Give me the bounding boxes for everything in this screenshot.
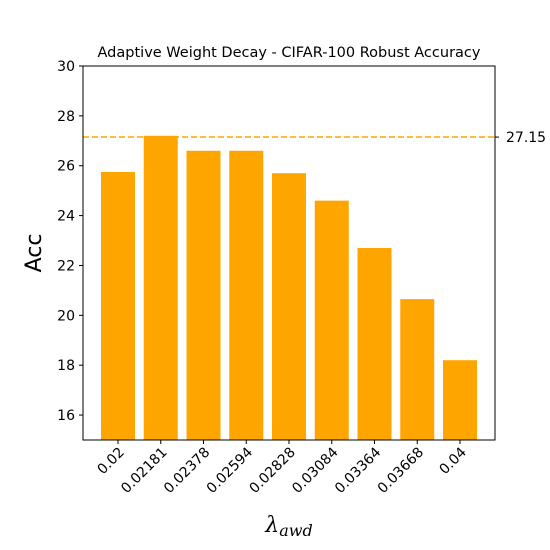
x-axis-label-subscript: awd	[279, 521, 312, 540]
bar-0.02828	[272, 173, 306, 440]
y-axis-label: Acc	[22, 234, 47, 273]
y-tick-label: 30	[57, 59, 75, 75]
y-tick-label: 24	[57, 209, 75, 225]
reference-line-layer: 27.15	[83, 130, 546, 146]
y-tick-label: 20	[57, 308, 75, 324]
bar-0.03364	[357, 248, 392, 440]
y-tick-label: 16	[57, 408, 75, 424]
y-tick-label: 28	[57, 109, 75, 125]
bar-0.03084	[314, 200, 349, 440]
y-ticks-layer: 16 18 20 22 24 26 28 30	[57, 59, 83, 424]
bar-0.02378	[186, 150, 221, 440]
y-tick-label: 18	[57, 358, 75, 374]
reference-line-label: 27.15	[506, 130, 546, 146]
bar-0.02181	[143, 135, 178, 440]
bar-0.03668	[400, 299, 435, 440]
x-axis-label: λawd	[264, 513, 312, 540]
bar-0.04	[443, 360, 477, 440]
bar-0.02594	[229, 150, 264, 440]
bars-layer	[101, 135, 477, 440]
y-tick-label: 22	[57, 258, 75, 274]
x-axis-label-main: λ	[264, 513, 279, 538]
bar-0.02	[101, 171, 135, 440]
y-tick-label: 26	[57, 159, 75, 175]
chart-title: Adaptive Weight Decay - CIFAR-100 Robust…	[98, 45, 481, 61]
